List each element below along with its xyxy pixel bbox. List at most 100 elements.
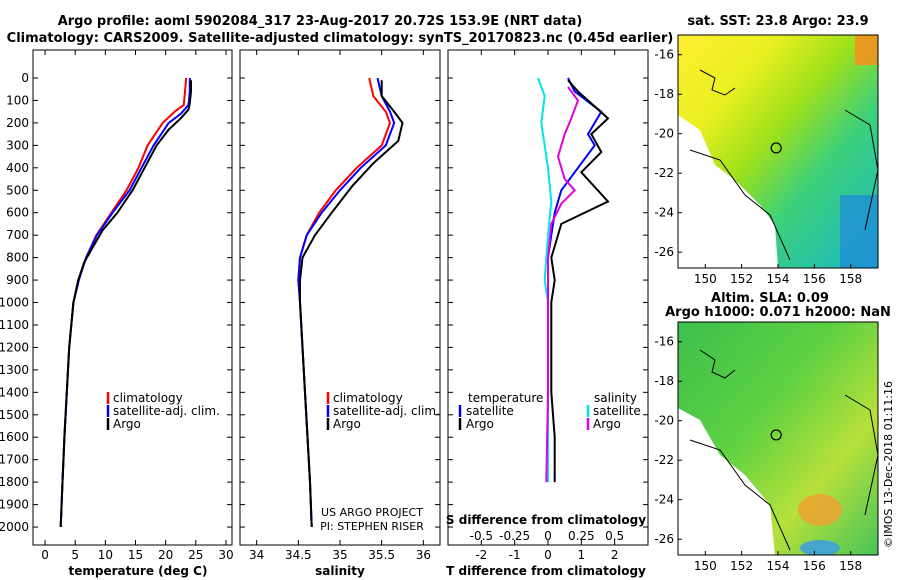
- sst-map-axes: 150 152 154 156 158 -16 -18 -20 -22 -24 -26: [654, 48, 862, 286]
- legend-label-s-argo: Argo: [593, 417, 621, 431]
- depth-tick-label: 0: [21, 71, 29, 85]
- title-line-1: Argo profile: aoml 5902084_317 23-Aug-20…: [58, 14, 583, 29]
- map-x-tick-label: 158: [839, 272, 862, 286]
- depth-tick-label: 1600: [0, 430, 29, 444]
- series-line-t-argo: [550, 79, 610, 483]
- t-difference-xlabel: T difference from climatology: [446, 564, 646, 578]
- land-mass: [678, 408, 775, 555]
- sst-map-image: [678, 35, 878, 268]
- x-tick-label: 10: [98, 548, 113, 562]
- legend-label-t-argo: Argo: [466, 417, 494, 431]
- sla-map-title-1: Altim. SLA: 0.09: [711, 291, 829, 306]
- map-x-tick-label: 152: [730, 272, 753, 286]
- s-tick-label: 0.25: [568, 529, 595, 543]
- reef-contour-east: [844, 109, 878, 231]
- depth-tick-label: 500: [6, 183, 29, 197]
- series-line-argo: [59, 80, 192, 528]
- salinity-panel: [239, 49, 441, 546]
- map-y-tick-label: -18: [654, 87, 674, 101]
- depth-tick-label: 1100: [0, 318, 29, 332]
- map-y-tick-label: -18: [654, 374, 674, 388]
- depth-tick-label: 200: [6, 116, 29, 130]
- depth-tick-label: 800: [6, 251, 29, 265]
- depth-tick-label: 400: [6, 161, 29, 175]
- depth-tick-label: 100: [6, 93, 29, 107]
- x-tick-label: 5: [71, 548, 79, 562]
- legend-label-argo: Argo: [333, 417, 361, 431]
- series-line-satellite-adj-clim-: [59, 78, 191, 528]
- map-y-tick-label: -22: [654, 166, 674, 180]
- x-tick-label: 30: [218, 548, 233, 562]
- temperature-legend: climatology satellite-adj. clim. Argo: [106, 391, 220, 431]
- temperature-plot: 0 5 10 15 20 25 30: [41, 50, 234, 562]
- legend-label-satellite: satellite-adj. clim.: [113, 404, 220, 418]
- s-tick-label: 0: [544, 529, 552, 543]
- sst-warm-patch: [855, 35, 878, 65]
- map-x-tick-label: 158: [839, 559, 862, 573]
- salinity-legend: climatology satellite-adj. clim. Argo: [326, 391, 440, 431]
- map-y-tick-label: -20: [654, 414, 674, 428]
- x-tick-label: 0: [544, 548, 552, 562]
- argo-position-marker: [770, 429, 782, 441]
- depth-axis: 0 100 200 300 400 500 600 700 800 900 1000 1100 1200…: [0, 71, 648, 534]
- map-x-tick-label: 150: [694, 559, 717, 573]
- s-tick-label: -0.25: [499, 529, 530, 543]
- pi-note: PI: STEPHEN RISER: [320, 520, 424, 533]
- legend-label-satellite: satellite-adj. clim.: [333, 404, 440, 418]
- imos-stamp: ©IMOS 13-Dec-2018 01:11:16: [882, 381, 895, 548]
- series-line-s-argo: [545, 86, 580, 483]
- legend-label-t-satellite: satellite: [466, 404, 514, 418]
- legend-title-salinity: salinity: [594, 391, 637, 405]
- x-tick-label: 15: [128, 548, 143, 562]
- x-tick-label: 25: [188, 548, 203, 562]
- sst-map-title: sat. SST: 23.8 Argo: 23.9: [687, 14, 868, 29]
- sla-map-title-2: Argo h1000: 0.071 h2000: NaN: [665, 305, 891, 320]
- title-line-2: Climatology: CARS2009. Satellite-adjuste…: [7, 31, 674, 46]
- isobath-contour: [689, 149, 791, 261]
- land-mass: [678, 115, 778, 268]
- depth-tick-label: 1400: [0, 385, 29, 399]
- x-tick-label: 0: [41, 548, 49, 562]
- difference-plot: -2 -1 0 1 2 -0.5 -0.25 0 0.25 0.5: [470, 50, 624, 562]
- project-note: US ARGO PROJECT: [321, 506, 423, 519]
- depth-tick-label: 1700: [0, 453, 29, 467]
- x-tick-label: -1: [509, 548, 521, 562]
- map-y-tick-label: -24: [654, 493, 674, 507]
- difference-legend: temperature satellite Argo salinity sate…: [458, 391, 641, 431]
- depth-tick-label: 1800: [0, 475, 29, 489]
- sla-low-patch: [800, 540, 840, 555]
- sla-map-axes: 150 152 154 156 158 -16 -18 -20 -22 -24 -26: [654, 335, 862, 573]
- x-tick-label: 1: [578, 548, 586, 562]
- s-tick-label: 0.5: [605, 529, 624, 543]
- x-tick-label: 35: [332, 548, 347, 562]
- map-x-tick-label: 156: [803, 559, 826, 573]
- sla-high-patch: [798, 494, 842, 526]
- depth-tick-label: 1000: [0, 296, 29, 310]
- x-tick-label: 35.5: [368, 548, 395, 562]
- map-y-tick-label: -26: [654, 245, 674, 259]
- map-x-tick-label: 150: [694, 272, 717, 286]
- reef-contour: [699, 349, 736, 379]
- series-line-s-satellite: [537, 77, 553, 483]
- x-tick-label: 34: [249, 548, 264, 562]
- legend-label-argo: Argo: [113, 417, 141, 431]
- x-tick-label: 2: [611, 548, 619, 562]
- depth-tick-label: 2000: [0, 520, 29, 534]
- temperature-panel: [32, 49, 233, 546]
- legend-title-temperature: temperature: [468, 391, 543, 405]
- x-tick-label: 20: [158, 548, 173, 562]
- legend-label-climatology: climatology: [113, 391, 183, 405]
- series-line-argo: [299, 80, 404, 528]
- legend-label-s-satellite: satellite: [593, 404, 641, 418]
- map-y-tick-label: -16: [654, 48, 674, 62]
- map-x-tick-label: 154: [767, 559, 790, 573]
- sla-map-image: [678, 322, 878, 555]
- depth-tick-label: 1900: [0, 498, 29, 512]
- depth-tick-label: 900: [6, 273, 29, 287]
- sst-cool-patch: [840, 195, 878, 268]
- map-x-tick-label: 154: [767, 272, 790, 286]
- legend-label-climatology: climatology: [333, 391, 403, 405]
- map-y-tick-label: -24: [654, 206, 674, 220]
- s-difference-xlabel: S difference from climatology: [446, 513, 646, 527]
